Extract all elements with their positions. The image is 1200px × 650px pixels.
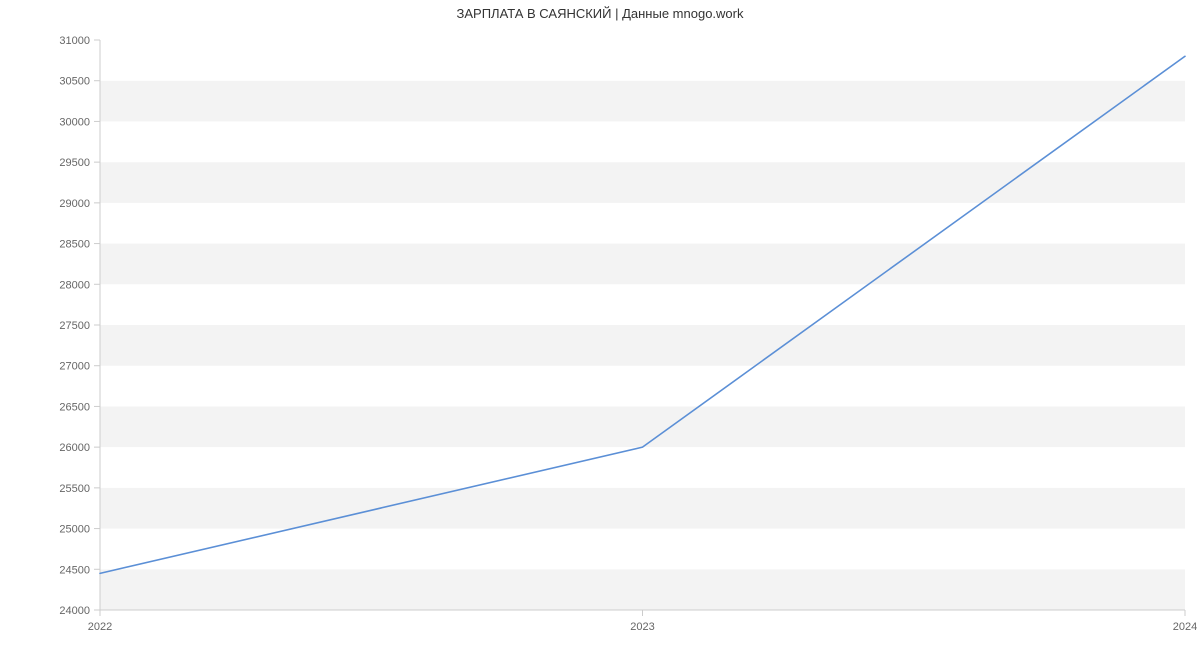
y-tick-label: 29000	[59, 198, 90, 210]
y-tick-label: 26500	[59, 401, 90, 413]
chart-title: ЗАРПЛАТА В САЯНСКИЙ | Данные mnogo.work	[0, 6, 1200, 21]
y-tick-label: 25500	[59, 483, 90, 495]
y-tick-label: 28500	[59, 239, 90, 251]
plot-band	[100, 244, 1185, 285]
y-tick-label: 29500	[59, 157, 90, 169]
chart-svg: 24000 24500 25000 25500 26000 26500 27000 27500…	[0, 0, 1200, 650]
y-tick-label: 30000	[59, 116, 90, 128]
plot-band	[100, 40, 1185, 81]
y-tick-label: 25000	[59, 524, 90, 536]
plot-band	[100, 81, 1185, 122]
y-tick-label: 24500	[59, 564, 90, 576]
plot-band	[100, 284, 1185, 325]
y-tick-label: 26000	[59, 442, 90, 454]
x-tick-label: 2023	[630, 621, 654, 633]
plot-band	[100, 203, 1185, 244]
x-tick-label: 2022	[88, 621, 112, 633]
plot-band	[100, 121, 1185, 162]
plot-band	[100, 162, 1185, 203]
plot-band	[100, 406, 1185, 447]
x-tick-label: 2024	[1173, 621, 1197, 633]
y-tick-label: 31000	[59, 35, 90, 47]
y-tick-label: 27500	[59, 320, 90, 332]
plot-band	[100, 366, 1185, 407]
salary-chart: ЗАРПЛАТА В САЯНСКИЙ | Данные mnogo.work …	[0, 0, 1200, 650]
y-tick-label: 24000	[59, 605, 90, 617]
y-tick-label: 30500	[59, 76, 90, 88]
plot-band	[100, 569, 1185, 610]
plot-band	[100, 325, 1185, 366]
y-tick-label: 27000	[59, 361, 90, 373]
y-tick-label: 28000	[59, 279, 90, 291]
plot-band	[100, 447, 1185, 488]
plot-band	[100, 488, 1185, 529]
